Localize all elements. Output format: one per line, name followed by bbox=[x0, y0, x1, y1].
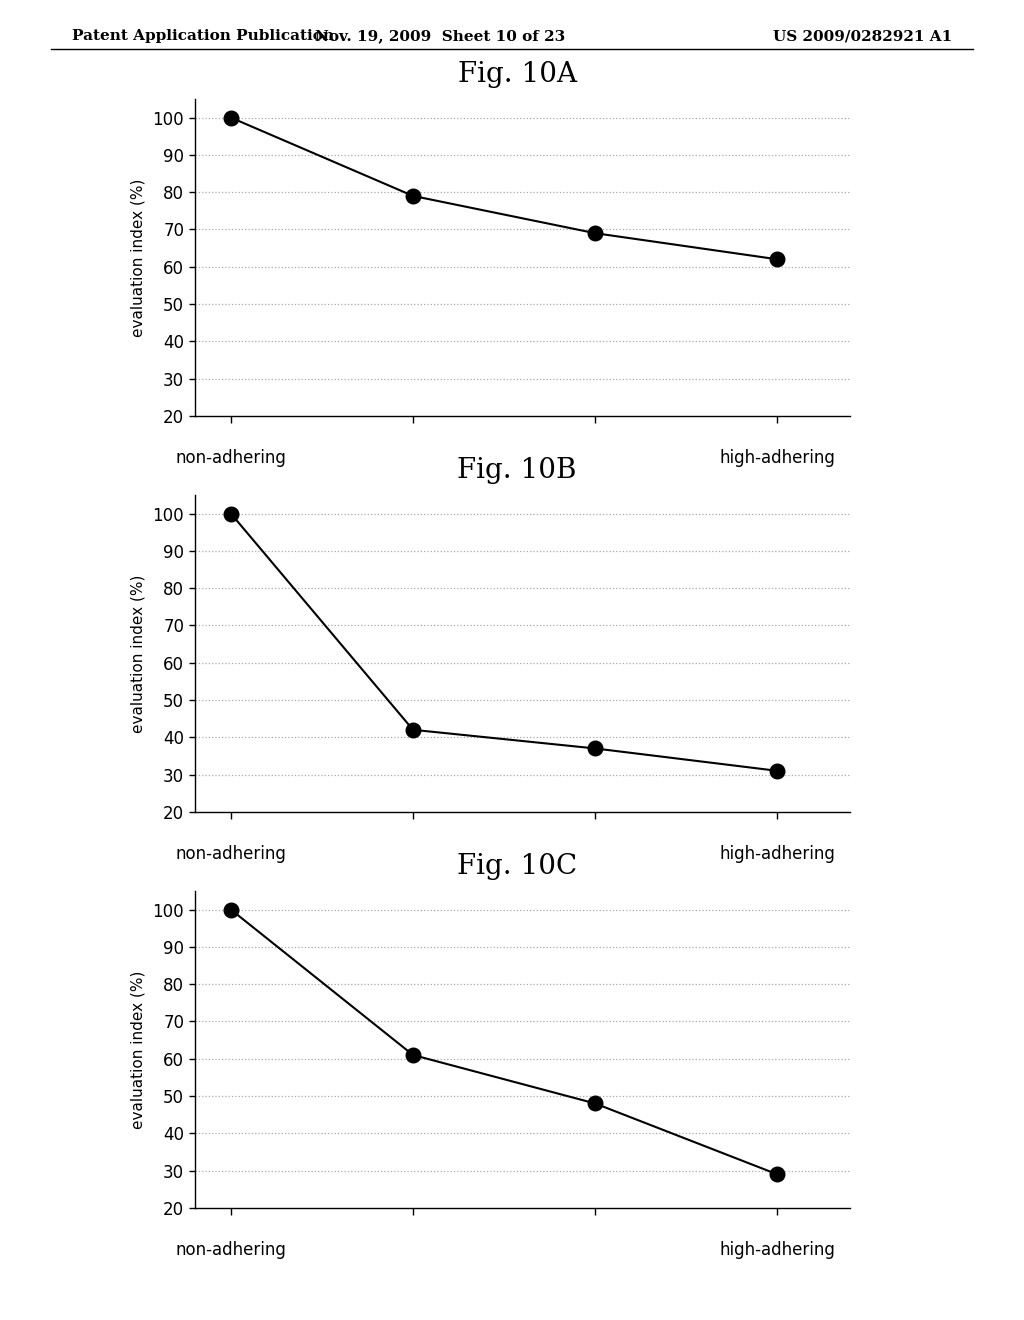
Point bbox=[587, 1093, 603, 1114]
Point bbox=[223, 503, 240, 524]
Point bbox=[223, 107, 240, 128]
Point bbox=[769, 760, 785, 781]
Text: high-adhering: high-adhering bbox=[719, 1241, 835, 1259]
Text: high-adhering: high-adhering bbox=[719, 449, 835, 467]
Point bbox=[587, 223, 603, 244]
Text: non-adhering: non-adhering bbox=[175, 1241, 287, 1259]
Point bbox=[587, 738, 603, 759]
Text: Fig. 10B: Fig. 10B bbox=[458, 458, 577, 484]
Y-axis label: evaluation index (%): evaluation index (%) bbox=[131, 970, 145, 1129]
Text: Fig. 10A: Fig. 10A bbox=[458, 62, 577, 88]
Point bbox=[404, 185, 421, 206]
Text: Nov. 19, 2009  Sheet 10 of 23: Nov. 19, 2009 Sheet 10 of 23 bbox=[315, 29, 565, 44]
Point bbox=[404, 719, 421, 741]
Point bbox=[404, 1044, 421, 1065]
Y-axis label: evaluation index (%): evaluation index (%) bbox=[131, 178, 145, 337]
Y-axis label: evaluation index (%): evaluation index (%) bbox=[131, 574, 145, 733]
Point bbox=[223, 899, 240, 920]
Point bbox=[769, 248, 785, 269]
Text: non-adhering: non-adhering bbox=[175, 845, 287, 863]
Point bbox=[769, 1164, 785, 1185]
Text: high-adhering: high-adhering bbox=[719, 845, 835, 863]
Text: non-adhering: non-adhering bbox=[175, 449, 287, 467]
Text: US 2009/0282921 A1: US 2009/0282921 A1 bbox=[773, 29, 952, 44]
Text: Patent Application Publication: Patent Application Publication bbox=[72, 29, 334, 44]
Text: Fig. 10C: Fig. 10C bbox=[457, 854, 578, 880]
